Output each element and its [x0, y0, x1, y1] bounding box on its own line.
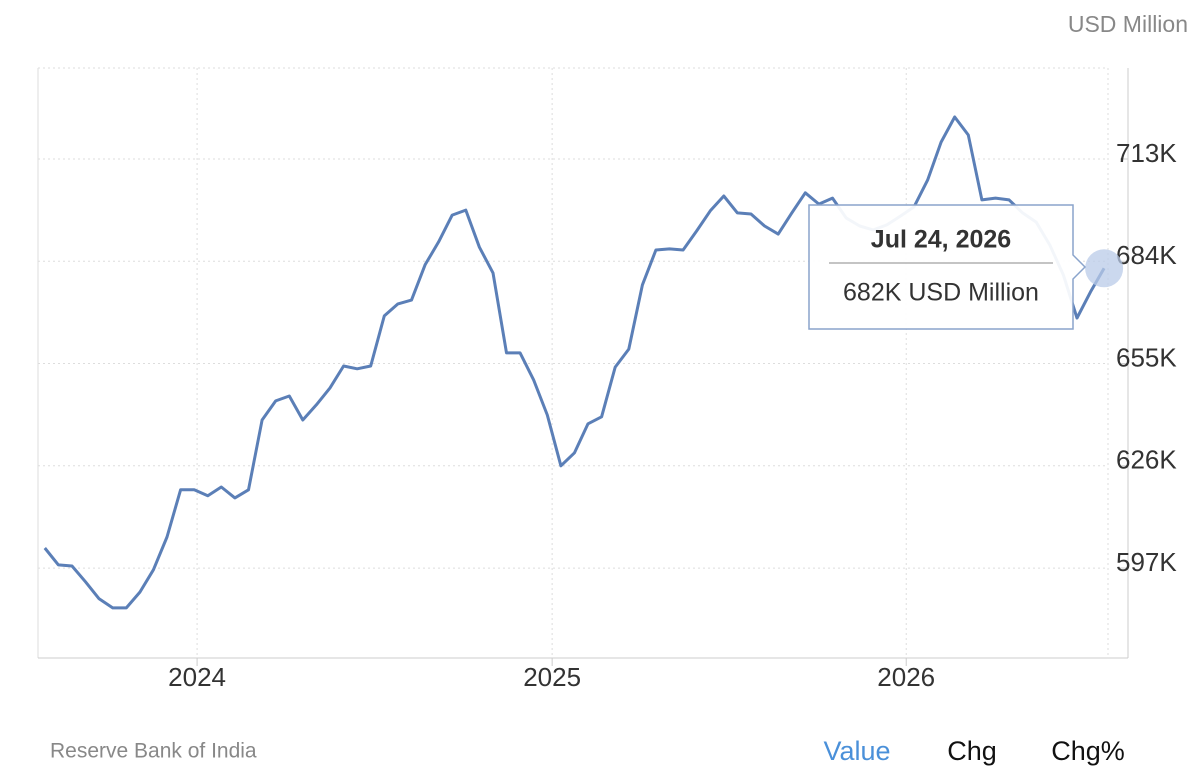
- series-line: [43, 115, 1106, 610]
- y-tick-label: 713K: [1116, 138, 1177, 168]
- tooltip-box: [808, 204, 1087, 330]
- y-tick-label: 655K: [1116, 342, 1177, 372]
- y-tick-label: 597K: [1116, 547, 1177, 577]
- tab[interactable]: Value: [823, 736, 890, 766]
- y-tick-label: 684K: [1116, 240, 1177, 270]
- source: Reserve Bank of India: [50, 740, 257, 763]
- x-tick-label: 2025: [523, 662, 581, 692]
- y-tick-label: 626K: [1116, 445, 1177, 475]
- tooltip-value: 682K USD Million: [843, 279, 1039, 307]
- x-tick-label: 2024: [168, 662, 226, 692]
- tooltip-date: Jul 24, 2026: [871, 226, 1011, 254]
- tab[interactable]: Chg%: [1051, 736, 1125, 766]
- unit-label: USD Million: [1068, 11, 1188, 37]
- hover-marker: [1085, 249, 1124, 288]
- tab[interactable]: Chg: [947, 736, 997, 766]
- x-tick-label: 2026: [877, 662, 935, 692]
